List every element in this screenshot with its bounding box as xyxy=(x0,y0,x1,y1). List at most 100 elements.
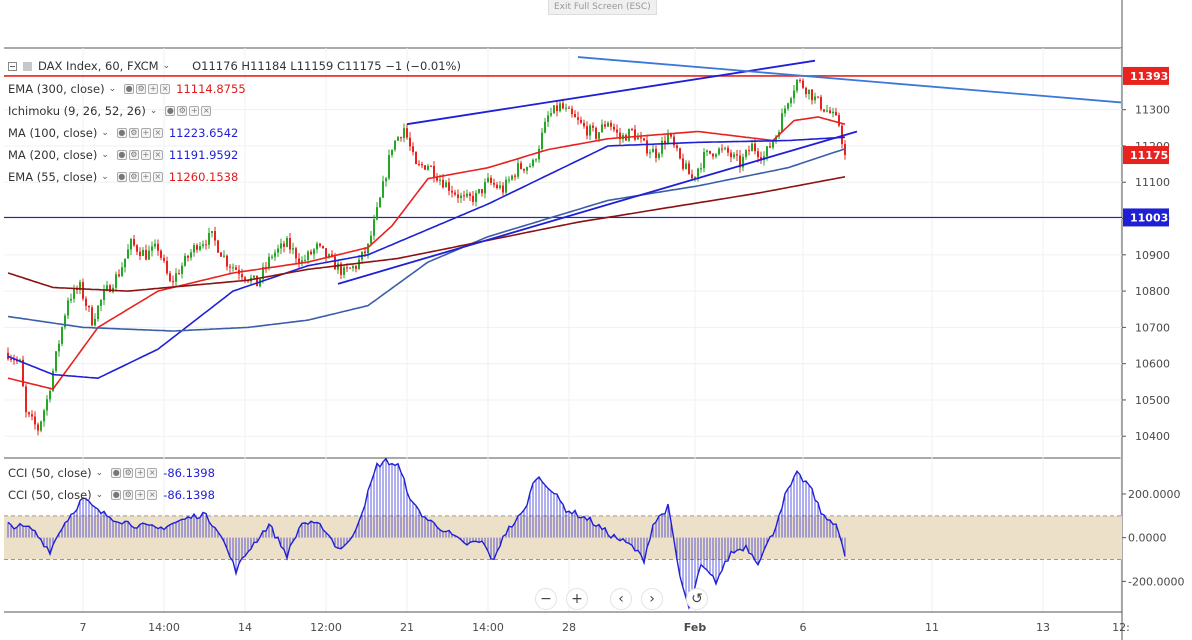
chevron-down-icon[interactable]: ⌄ xyxy=(149,106,158,116)
indicator-legend[interactable]: MA (100, close) ⌄ ● ⚙ + × 11223.6542 xyxy=(8,124,238,142)
scroll-back-button[interactable]: ‹ xyxy=(610,588,632,610)
candle-body xyxy=(448,182,450,191)
candle-body xyxy=(520,163,522,169)
cci-legend[interactable]: CCI (50, close) ⌄ ● ⚙ + × -86.1398 xyxy=(8,486,215,504)
chevron-down-icon[interactable]: ⌄ xyxy=(108,84,117,94)
candle-body xyxy=(70,298,72,301)
candle-body xyxy=(757,151,759,158)
cci-y-tick-label: 0.0000 xyxy=(1128,532,1167,545)
chevron-down-icon[interactable]: ⌄ xyxy=(101,172,109,182)
candle-body xyxy=(466,193,468,197)
indicator-legend[interactable]: MA (200, close) ⌄ ● ⚙ + × 11191.9592 xyxy=(8,146,238,164)
chevron-down-icon[interactable]: ⌄ xyxy=(101,128,109,138)
close-icon[interactable]: × xyxy=(201,106,212,116)
add-icon[interactable]: + xyxy=(140,150,151,160)
reset-chart-button[interactable]: ↺ xyxy=(686,588,708,610)
candle-body xyxy=(733,154,735,158)
candle-body xyxy=(562,103,564,109)
scroll-forward-button[interactable]: › xyxy=(641,588,663,610)
candle-body xyxy=(403,128,405,138)
eye-icon[interactable]: ● xyxy=(111,490,122,500)
candle-body xyxy=(304,259,306,261)
candle-body xyxy=(658,153,660,158)
candle-body xyxy=(409,137,411,147)
symbol-legend[interactable]: DAX Index, 60, FXCM ⌄ O11176 H11184 L111… xyxy=(8,57,461,75)
cci-legend-value: -86.1398 xyxy=(163,488,215,502)
add-icon[interactable]: + xyxy=(148,84,159,94)
add-icon[interactable]: + xyxy=(135,468,146,478)
candle-body xyxy=(553,105,555,114)
add-icon[interactable]: + xyxy=(140,172,151,182)
candle-body xyxy=(439,179,441,181)
candle-body xyxy=(820,96,822,110)
ma-100-line xyxy=(7,136,846,380)
candle-body xyxy=(589,125,591,136)
settings-icon[interactable]: ⚙ xyxy=(128,128,139,138)
candle-body xyxy=(550,113,552,116)
eye-icon[interactable]: ● xyxy=(116,128,127,138)
close-icon[interactable]: × xyxy=(147,468,158,478)
candle-body xyxy=(322,245,324,249)
candle-body xyxy=(652,148,654,153)
indicator-legend[interactable]: Ichimoku (9, 26, 52, 26) ⌄ ● ⚙ + × xyxy=(8,102,217,120)
candle-body xyxy=(145,249,147,260)
close-icon[interactable]: × xyxy=(152,128,163,138)
candle-body xyxy=(100,299,102,306)
candle-body xyxy=(85,298,87,306)
eye-icon[interactable]: ● xyxy=(165,106,176,116)
candle-body xyxy=(244,277,246,280)
chevron-down-icon[interactable]: ⌄ xyxy=(162,61,171,71)
settings-icon[interactable]: ⚙ xyxy=(128,172,139,182)
candle-body xyxy=(166,260,168,274)
cci-legend-label: CCI (50, close) xyxy=(8,466,92,480)
indicator-legend[interactable]: EMA (300, close) ⌄ ● ⚙ + × 11114.8755 xyxy=(8,80,246,98)
zoom-out-button[interactable]: − xyxy=(535,588,557,610)
candle-body xyxy=(649,152,651,154)
candle-body xyxy=(22,359,24,387)
close-icon[interactable]: × xyxy=(147,490,158,500)
cci-legend[interactable]: CCI (50, close) ⌄ ● ⚙ + × -86.1398 xyxy=(8,464,215,482)
settings-icon[interactable]: ⚙ xyxy=(177,106,188,116)
y-tick-label: 11100 xyxy=(1135,176,1170,189)
eye-icon[interactable]: ● xyxy=(116,172,127,182)
candle-body xyxy=(781,113,783,133)
chevron-down-icon[interactable]: ⌄ xyxy=(95,468,104,478)
candle-body xyxy=(427,165,429,170)
y-tick-label: 10500 xyxy=(1135,394,1170,407)
candle-body xyxy=(676,145,678,149)
settings-icon[interactable]: ⚙ xyxy=(128,150,139,160)
close-icon[interactable]: × xyxy=(152,150,163,160)
zoom-in-button[interactable]: + xyxy=(566,588,588,610)
add-icon[interactable]: + xyxy=(135,490,146,500)
candle-body xyxy=(742,156,744,168)
eye-icon[interactable]: ● xyxy=(116,150,127,160)
candle-body xyxy=(700,168,702,170)
chevron-down-icon[interactable]: ⌄ xyxy=(95,490,104,500)
candle-body xyxy=(586,126,588,136)
add-icon[interactable]: + xyxy=(140,128,151,138)
x-tick-label: 14:00 xyxy=(472,621,504,634)
x-tick-label: 7 xyxy=(80,621,87,634)
candle-body xyxy=(682,158,684,169)
settings-icon[interactable]: ⚙ xyxy=(123,468,134,478)
add-icon[interactable]: + xyxy=(189,106,200,116)
indicator-legend[interactable]: EMA (55, close) ⌄ ● ⚙ + × 11260.1538 xyxy=(8,168,238,186)
candle-body xyxy=(793,90,795,99)
candle-body xyxy=(109,285,111,293)
eye-icon[interactable]: ● xyxy=(111,468,122,478)
candle-body xyxy=(718,148,720,155)
settings-icon[interactable]: ⚙ xyxy=(123,490,134,500)
candle-body xyxy=(295,248,297,259)
candle-body xyxy=(736,154,738,156)
exit-fullscreen-button[interactable]: Exit Full Screen (ESC) xyxy=(548,0,657,15)
close-icon[interactable]: × xyxy=(152,172,163,182)
collapse-icon[interactable] xyxy=(8,61,17,71)
settings-icon[interactable]: ⚙ xyxy=(136,84,147,94)
close-icon[interactable]: × xyxy=(160,84,171,94)
candle-body xyxy=(289,238,291,250)
x-tick-label: Feb xyxy=(684,621,707,634)
chevron-down-icon[interactable]: ⌄ xyxy=(101,150,109,160)
eye-icon[interactable]: ● xyxy=(124,84,135,94)
candle-body xyxy=(223,255,225,257)
